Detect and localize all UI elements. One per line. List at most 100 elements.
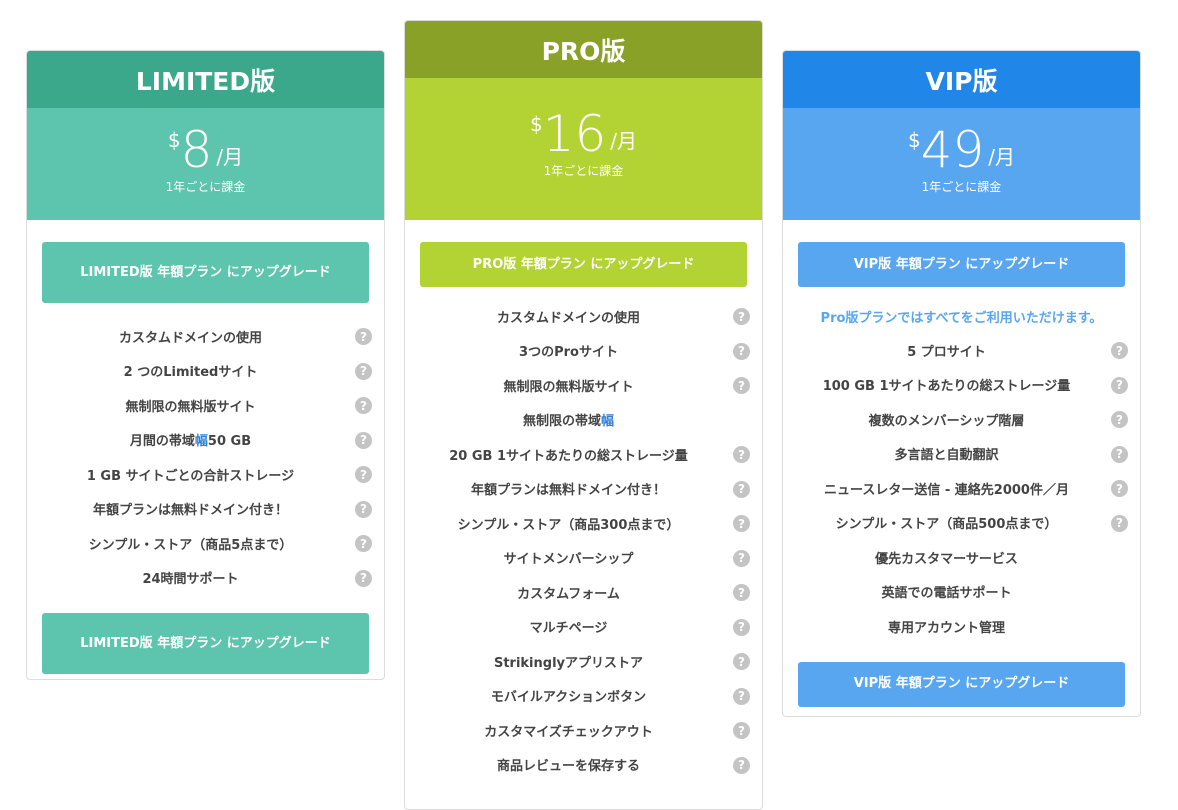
help-icon[interactable]: ? [1111,411,1128,428]
help-icon[interactable]: ? [1111,376,1128,394]
price-block: $16/月 1年ごとに課金 [405,78,762,220]
feature-text: Strikinglyアプリストア [493,655,644,671]
feature-item: マルチページ? [405,610,762,645]
feature-item: 年額プランは無料ドメイン付き！? [405,472,762,507]
help-icon[interactable]: ? [355,362,372,380]
feature-highlight: 幅 [601,414,615,430]
feature-item: 100 GB 1サイトあたりの総ストレージ量? [783,368,1140,403]
help-icon[interactable]: ? [733,515,750,532]
help-icon[interactable]: ? [733,342,750,360]
price-amount: 49 [920,121,985,179]
upgrade-button[interactable]: PRO版 年額プラン にアップグレード [420,242,747,287]
currency: $ [907,128,921,152]
feature-item: シンプル・ストア（商品5点まで）? [27,526,384,561]
feature-text: 商品レビューを保存する [496,759,640,775]
currency: $ [167,128,181,152]
feature-text-suffix: 50 GB [207,434,252,450]
feature-text: 英語での電話サポート [881,586,1012,602]
feature-text: 2 つのLimitedサイト [123,365,258,381]
plan-title: PRO版 [405,21,762,78]
feature-text: シンプル・ストア（商品5点まで） [88,537,293,553]
help-icon[interactable]: ? [733,584,750,601]
help-icon[interactable]: ? [355,569,372,587]
feature-text: 年額プランは無料ドメイン付き！ [92,503,288,519]
help-icon[interactable]: ? [733,756,750,774]
plan-card-limited: LIMITED版 $8/月 1年ごとに課金 LIMITED版 年額プラン にアッ… [26,50,385,680]
feature-item: ニュースレター送信 - 連絡先2000件／月? [783,471,1140,506]
feature-text: 専用アカウント管理 [887,620,1005,636]
feature-text: カスタムドメインの使用 [496,310,640,326]
feature-text: 無制限の無料版サイト [503,379,634,395]
help-icon[interactable]: ? [355,397,372,414]
feature-text: 優先カスタマーサービス [875,551,1018,567]
help-icon[interactable]: ? [355,466,372,483]
help-icon[interactable]: ? [1111,480,1128,497]
feature-text: 多言語と自動翻訳 [894,448,999,464]
help-icon[interactable]: ? [733,377,750,394]
feature-text: サイトメンバーシップ [503,552,634,568]
feature-item: シンプル・ストア（商品300点まで）? [405,506,762,541]
feature-text: 100 GB 1サイトあたりの総ストレージ量 [822,379,1071,395]
help-icon[interactable]: ? [355,328,372,345]
billing-note: 1年ごとに課金 [543,164,624,178]
feature-item: カスタマイズチェックアウト? [405,713,762,748]
help-icon[interactable]: ? [1111,445,1128,463]
price-period: /月 [988,145,1016,169]
plan-card-vip: VIP版 $49/月 1年ごとに課金 VIP版 年額プラン にアップグレード Pr… [782,50,1141,717]
price-block: $8/月 1年ごとに課金 [27,108,384,220]
help-icon[interactable]: ? [733,653,750,670]
price-block: $49/月 1年ごとに課金 [783,108,1140,220]
feature-text: モバイルアクションボタン [490,690,647,706]
help-icon[interactable]: ? [355,535,372,552]
feature-item: 多言語と自動翻訳? [783,437,1140,472]
feature-item: 優先カスタマーサービス [783,540,1140,575]
price-period: /月 [216,145,244,169]
feature-item: 無制限の無料版サイト? [27,388,384,423]
price-amount: 8 [180,121,213,179]
feature-text: シンプル・ストア（商品500点まで） [835,517,1058,533]
help-icon[interactable]: ? [1111,342,1128,359]
billing-note: 1年ごとに課金 [165,180,246,194]
help-icon[interactable]: ? [733,687,750,705]
help-icon[interactable]: ? [733,722,750,739]
upgrade-button-bottom[interactable]: LIMITED版 年額プラン にアップグレード [42,613,369,674]
help-icon[interactable]: ? [733,480,750,498]
feature-item: 英語での電話サポート [783,575,1140,610]
help-icon[interactable]: ? [1111,514,1128,532]
plan-title: LIMITED版 [27,51,384,108]
feature-item: カスタムドメインの使用? [405,299,762,334]
plan-note: Pro版プランではすべてをご利用いただけます。 [820,310,1103,326]
help-icon[interactable]: ? [733,308,750,325]
feature-item: 商品レビューを保存する? [405,748,762,783]
feature-item: 1 GB サイトごとの合計ストレージ? [27,457,384,492]
feature-item: 24時間サポート? [27,561,384,596]
feature-text: 年額プランは無料ドメイン付き！ [470,483,666,499]
help-icon[interactable]: ? [733,618,750,636]
feature-text: 3つのProサイト [519,345,618,361]
feature-item: カスタムドメインの使用? [27,319,384,354]
help-icon[interactable]: ? [355,431,372,449]
feature-item: 無制限の無料版サイト? [405,368,762,403]
feature-text: ニュースレター送信 - 連絡先2000件／月 [824,482,1069,498]
feature-text: 5 プロサイト [907,344,986,360]
feature-item: 3つのProサイト? [405,334,762,369]
feature-text: 無制限の無料版サイト [125,399,256,415]
feature-item: サイトメンバーシップ? [405,541,762,576]
upgrade-button[interactable]: VIP版 年額プラン にアップグレード [798,242,1125,287]
feature-item: 20 GB 1サイトあたりの総ストレージ量? [405,437,762,472]
feature-text: 20 GB 1サイトあたりの総ストレージ量 [449,448,688,464]
help-icon[interactable]: ? [733,446,750,463]
help-icon[interactable]: ? [733,549,750,567]
upgrade-button[interactable]: LIMITED版 年額プラン にアップグレード [42,242,369,303]
feature-text: カスタムフォーム [517,586,620,602]
feature-item: 5 プロサイト? [783,333,1140,368]
upgrade-button-bottom[interactable]: VIP版 年額プラン にアップグレード [798,661,1125,707]
billing-note: 1年ごとに課金 [921,180,1002,194]
feature-item: 専用アカウント管理 [783,609,1140,644]
feature-item: 2 つのLimitedサイト? [27,354,384,389]
feature-item: モバイルアクションボタン? [405,679,762,714]
plan-card-pro: PRO版 $16/月 1年ごとに課金 PRO版 年額プラン にアップグレードカス… [404,20,763,810]
help-icon[interactable]: ? [355,500,372,518]
feature-text: 24時間サポート [142,572,239,588]
feature-text: マルチページ [529,621,608,637]
